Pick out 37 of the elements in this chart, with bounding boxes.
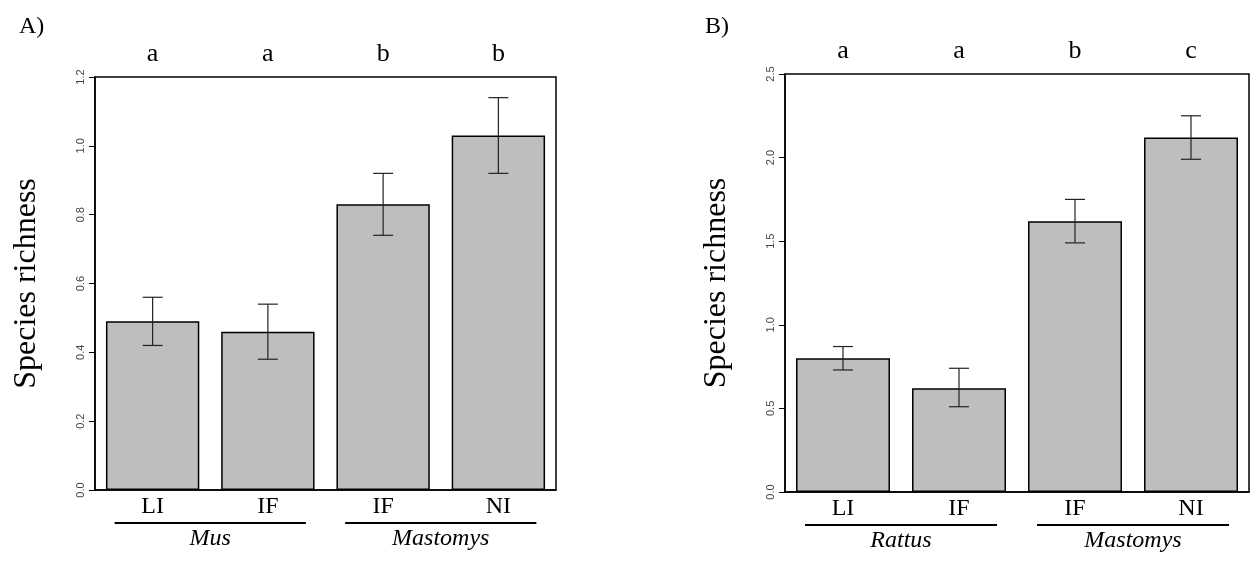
y-tick-label: 1.2 bbox=[73, 69, 86, 85]
x-tick-label: IF bbox=[372, 492, 394, 518]
y-tick-label: 0.0 bbox=[763, 484, 776, 500]
x-tick-label: LI bbox=[141, 492, 164, 518]
text: a bbox=[837, 34, 850, 64]
x-tick-label: IF bbox=[948, 494, 970, 520]
y-tick-label: 2.5 bbox=[763, 66, 776, 82]
text: Rattus bbox=[869, 526, 932, 552]
y-tick-label: 0.2 bbox=[73, 413, 86, 429]
y-tick-label: 1.0 bbox=[73, 138, 86, 154]
x-tick-label: NI bbox=[1178, 494, 1204, 520]
y-tick-label: 0.0 bbox=[73, 482, 86, 498]
y-tick-label: 0.4 bbox=[73, 344, 86, 360]
text: Mastomys bbox=[391, 524, 490, 550]
y-axis-title: Species richness bbox=[6, 178, 42, 389]
text: a bbox=[146, 37, 159, 67]
x-tick-label: LI bbox=[831, 494, 855, 520]
text: a bbox=[262, 37, 275, 67]
y-tick-label: 0.5 bbox=[763, 400, 776, 417]
text: c bbox=[1185, 34, 1197, 64]
x-tick-label: IF bbox=[1064, 494, 1086, 520]
y-tick-label: 0.8 bbox=[73, 207, 86, 223]
text: Mastomys bbox=[1083, 526, 1182, 552]
chart-title: B) bbox=[705, 12, 729, 38]
text: b bbox=[1068, 34, 1082, 64]
chart-title: A) bbox=[19, 12, 45, 38]
y-tick-label: 1.5 bbox=[763, 233, 776, 249]
y-axis-title: Species richness bbox=[696, 177, 732, 389]
x-tick-label: NI bbox=[485, 492, 512, 518]
text: b bbox=[491, 37, 505, 67]
x-tick-label: IF bbox=[257, 492, 279, 518]
y-tick-label: 1.0 bbox=[763, 317, 776, 333]
text: a bbox=[953, 34, 966, 64]
text: Mus bbox=[188, 524, 231, 550]
y-tick-label: 2.0 bbox=[763, 149, 776, 166]
y-tick-label: 0.6 bbox=[73, 275, 86, 292]
text: b bbox=[376, 37, 390, 67]
